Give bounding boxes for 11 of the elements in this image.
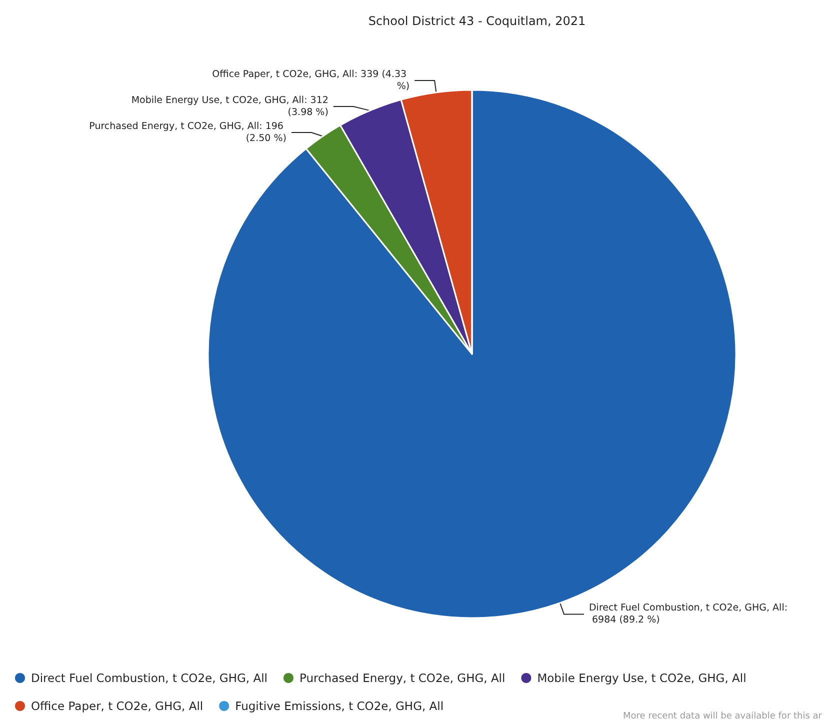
data-label: Office Paper, t CO2e, GHG, All: 339 (4.33 %) bbox=[212, 69, 410, 92]
legend-label: Purchased Energy, t CO2e, GHG, All bbox=[299, 671, 506, 685]
chart-title: School District 43 - Coquitlam, 2021 bbox=[368, 14, 586, 28]
data-label: Mobile Energy Use, t CO2e, GHG, All: 312 (3.98 %) bbox=[131, 95, 328, 118]
legend-label: Mobile Energy Use, t CO2e, GHG, All bbox=[537, 671, 746, 685]
legend-label: Fugitive Emissions, t CO2e, GHG, All bbox=[235, 699, 444, 713]
data-label: Direct Fuel Combustion, t CO2e, GHG, All: 6984 (89.2 %) bbox=[588, 602, 788, 626]
legend-label: Direct Fuel Combustion, t CO2e, GHG, All bbox=[31, 671, 268, 685]
text: More recent data will be available for this ar bbox=[623, 712, 822, 722]
legend-label: Office Paper, t CO2e, GHG, All bbox=[31, 699, 204, 713]
data-label: Purchased Energy, t CO2e, GHG, All: 196 (2.50 %) bbox=[89, 121, 286, 144]
